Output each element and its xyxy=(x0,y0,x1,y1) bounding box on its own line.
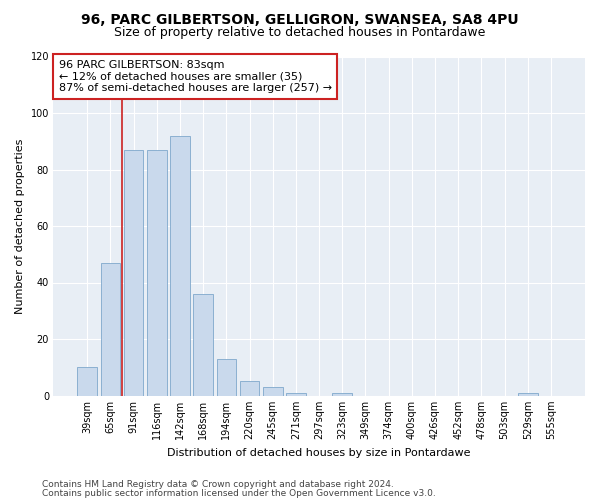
Y-axis label: Number of detached properties: Number of detached properties xyxy=(15,138,25,314)
Text: 96, PARC GILBERTSON, GELLIGRON, SWANSEA, SA8 4PU: 96, PARC GILBERTSON, GELLIGRON, SWANSEA,… xyxy=(81,12,519,26)
Bar xyxy=(124,150,143,396)
Text: 96 PARC GILBERTSON: 83sqm
← 12% of detached houses are smaller (35)
87% of semi-: 96 PARC GILBERTSON: 83sqm ← 12% of detac… xyxy=(59,60,332,93)
Bar xyxy=(332,392,352,396)
Bar xyxy=(193,294,213,396)
Bar xyxy=(170,136,190,396)
Bar xyxy=(263,387,283,396)
Text: Contains public sector information licensed under the Open Government Licence v3: Contains public sector information licen… xyxy=(42,488,436,498)
Text: Size of property relative to detached houses in Pontardawe: Size of property relative to detached ho… xyxy=(115,26,485,39)
X-axis label: Distribution of detached houses by size in Pontardawe: Distribution of detached houses by size … xyxy=(167,448,471,458)
Bar xyxy=(518,392,538,396)
Bar xyxy=(217,359,236,396)
Bar xyxy=(101,262,120,396)
Text: Contains HM Land Registry data © Crown copyright and database right 2024.: Contains HM Land Registry data © Crown c… xyxy=(42,480,394,489)
Bar xyxy=(77,367,97,396)
Bar xyxy=(147,150,167,396)
Bar xyxy=(239,382,259,396)
Bar xyxy=(286,392,306,396)
